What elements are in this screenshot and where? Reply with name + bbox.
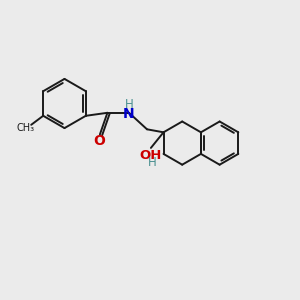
Text: CH₃: CH₃: [17, 123, 35, 134]
Text: O: O: [93, 134, 105, 148]
Text: N: N: [123, 107, 135, 121]
Text: H: H: [148, 156, 157, 169]
Text: H: H: [124, 98, 134, 111]
Text: OH: OH: [139, 149, 161, 162]
